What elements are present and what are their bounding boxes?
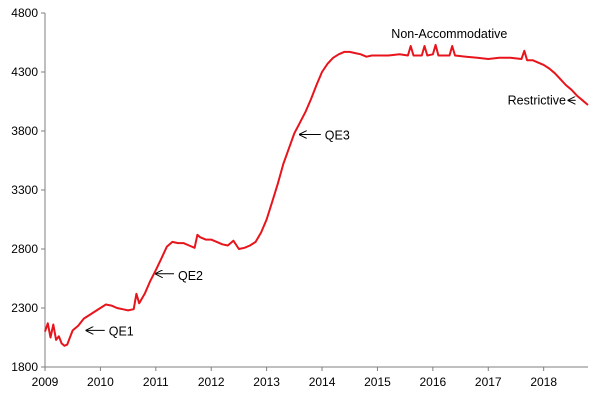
y-tick-label: 3800 (11, 124, 38, 138)
annotation-label: QE1 (109, 325, 134, 339)
annotations: QE1 QE2 QE3 Non-Accommodative Restrictive (87, 27, 576, 339)
x-tick-label: 2009 (32, 375, 59, 389)
y-tick-label: 2300 (11, 301, 38, 315)
x-tick-label: 2011 (143, 375, 169, 389)
y-tick-label: 2800 (11, 242, 38, 256)
x-tick-label: 2013 (253, 375, 280, 389)
x-tick-label: 2018 (530, 375, 557, 389)
series-line (44, 43, 589, 347)
annotation-label: QE3 (325, 129, 350, 143)
y-tick-label: 4300 (11, 65, 38, 79)
x-tick-label: 2017 (475, 375, 502, 389)
y-tick-label: 3300 (11, 183, 38, 197)
annotation-label: Non-Accommodative (391, 27, 507, 41)
x-tick-label: 2010 (87, 375, 114, 389)
annotation-label: QE2 (178, 269, 203, 283)
x-tick-label: 2012 (198, 375, 225, 389)
x-tick-label: 2015 (364, 375, 391, 389)
axes: 1800 2300 2800 3300 3800 4300 4800 2009 2010 2011… (11, 6, 588, 389)
x-tick-label: 2014 (309, 375, 336, 389)
annotation-label: Restrictive (508, 93, 566, 107)
series-layer (44, 43, 589, 347)
y-tick-label: 4800 (11, 6, 38, 20)
x-tick-label: 2016 (420, 375, 447, 389)
y-tick-label: 1800 (11, 360, 38, 374)
